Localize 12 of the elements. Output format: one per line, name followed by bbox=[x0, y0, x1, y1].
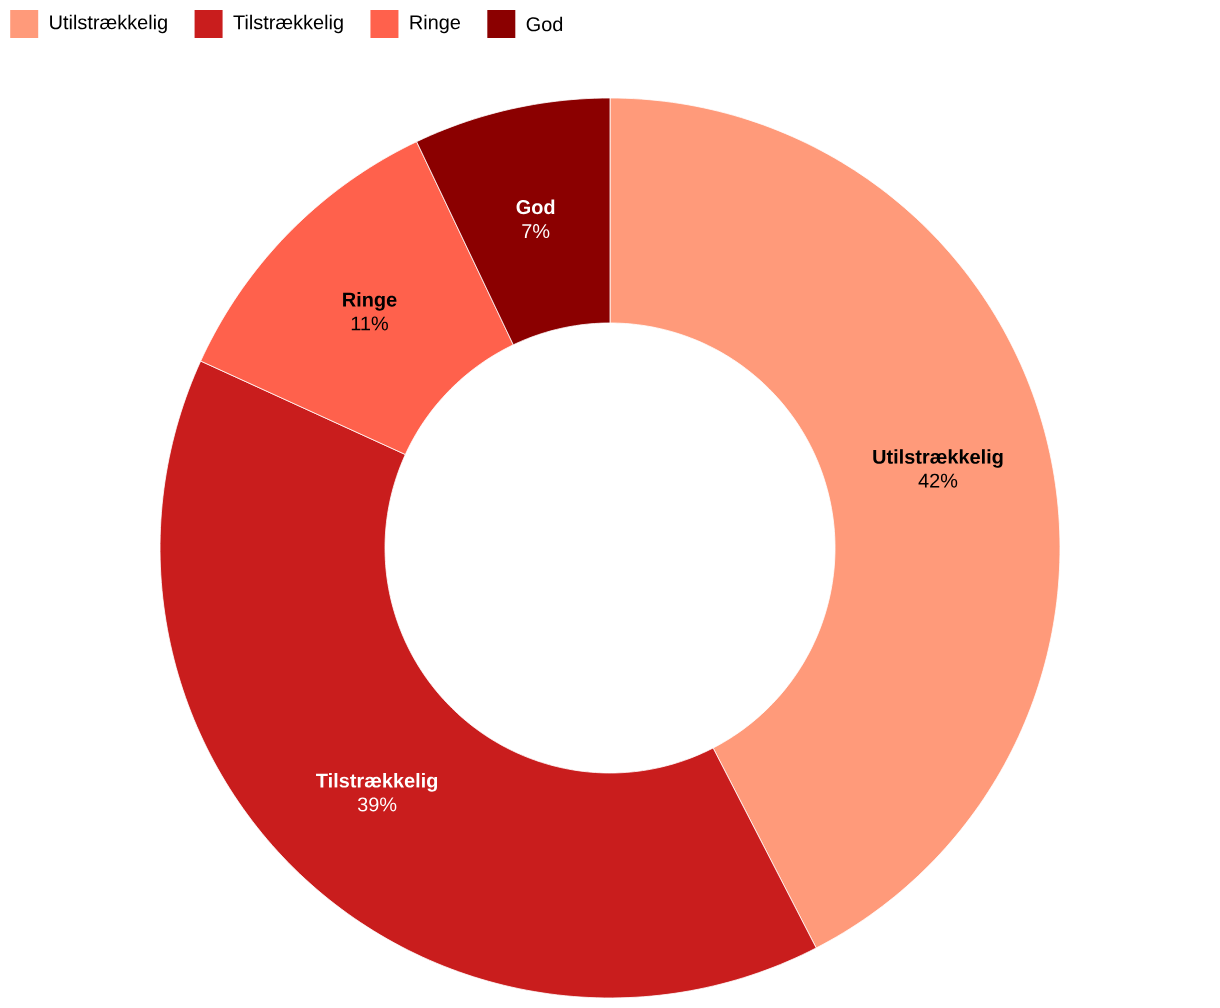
slice-label: Tilstrækkelig bbox=[316, 772, 438, 792]
data-label: 11% bbox=[351, 316, 388, 331]
data-label: 39% bbox=[357, 797, 397, 812]
data-label: 42% bbox=[918, 473, 958, 488]
legend-label: God bbox=[526, 16, 563, 32]
data-label: 7% bbox=[522, 224, 550, 238]
legend-label: Utilstrækkelig bbox=[50, 14, 167, 34]
legend-label: Tilstrækkelig bbox=[233, 14, 343, 34]
slice-label: Utilstrækkelig bbox=[873, 449, 1003, 468]
slice-label: God bbox=[516, 199, 555, 215]
legend-label: Ringe bbox=[410, 14, 461, 34]
slice-label: Ringe bbox=[343, 292, 397, 311]
